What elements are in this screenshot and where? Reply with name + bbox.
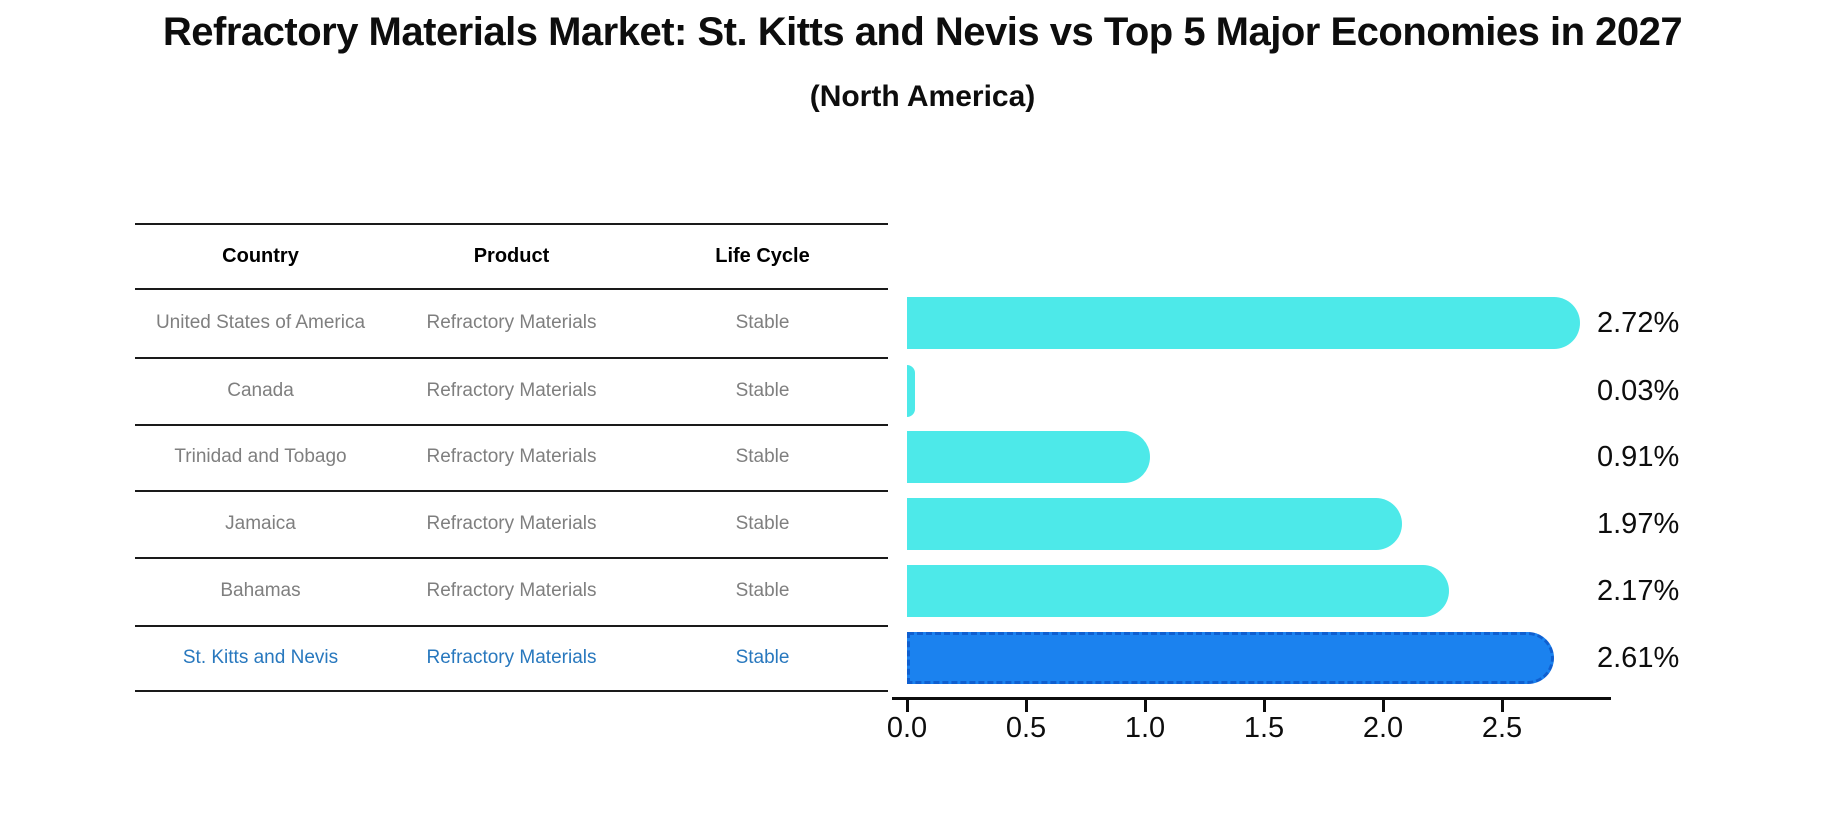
table-cell-country: Trinidad and Tobago <box>174 446 347 467</box>
bar-value-label: 2.61% <box>1597 641 1680 674</box>
table-rule <box>135 690 888 692</box>
table-cell-country: United States of America <box>155 311 366 333</box>
bar-value-label: 2.17% <box>1597 575 1680 607</box>
bar-st-kitts-and-nevis <box>907 631 1554 684</box>
table-rule <box>135 288 888 290</box>
bar-value-label: 1.97% <box>1597 507 1680 540</box>
table-cell-product: Refractory Materials <box>426 646 597 668</box>
table-cell-country: Canada <box>227 379 294 401</box>
table-rule <box>135 625 888 627</box>
table-cell-product: Refractory Materials <box>426 580 597 601</box>
bar-value-label: 0.91% <box>1597 441 1680 473</box>
table-header-life_cycle: Life Cycle <box>715 245 810 267</box>
bar-canada <box>907 364 915 417</box>
table-cell-life_cycle: Stable <box>735 379 790 401</box>
x-tick-mark <box>1144 699 1147 712</box>
table-rule <box>135 357 888 359</box>
x-tick-mark <box>1501 699 1504 712</box>
table-cell-life_cycle: Stable <box>735 512 790 534</box>
table-cell-product: Refractory Materials <box>426 379 597 401</box>
table-rule <box>135 223 888 225</box>
x-tick-label: 0.5 <box>1005 712 1047 744</box>
bar-value-label: 2.72% <box>1597 306 1680 339</box>
x-tick-label: 1.0 <box>1124 712 1166 744</box>
x-tick-label: 1.5 <box>1243 712 1285 744</box>
table-cell-life_cycle: Stable <box>735 446 790 467</box>
table-header-country: Country <box>222 245 299 267</box>
x-tick-mark <box>906 699 909 712</box>
table-header-product: Product <box>473 245 550 267</box>
table-cell-country: Bahamas <box>220 580 301 601</box>
table-cell-life_cycle: Stable <box>735 646 790 668</box>
table-cell-life_cycle: Stable <box>735 580 790 601</box>
x-tick-mark <box>1263 699 1266 712</box>
bar-bahamas <box>907 565 1449 617</box>
table-rule <box>135 557 888 559</box>
x-tick-mark <box>1382 699 1385 712</box>
table-cell-product: Refractory Materials <box>426 446 597 467</box>
bar-value-label: 0.03% <box>1597 374 1680 407</box>
bar-jamaica <box>907 497 1402 550</box>
page-title: Refractory Materials Market: St. Kitts a… <box>162 10 1683 54</box>
x-tick-label: 2.0 <box>1362 712 1404 744</box>
bar-trinidad-and-tobago <box>907 431 1150 483</box>
table-cell-product: Refractory Materials <box>426 311 597 333</box>
table-rule <box>135 490 888 492</box>
x-tick-label: 0.0 <box>886 712 928 744</box>
table-cell-country: St. Kitts and Nevis <box>182 646 339 668</box>
x-tick-label: 2.5 <box>1481 712 1523 744</box>
x-tick-mark <box>1025 699 1028 712</box>
table-cell-life_cycle: Stable <box>735 311 790 333</box>
page-subtitle: (North America) <box>809 80 1036 113</box>
table-rule <box>135 424 888 426</box>
table-cell-product: Refractory Materials <box>426 512 597 534</box>
table-cell-country: Jamaica <box>225 512 296 534</box>
x-axis-line <box>892 697 1611 700</box>
bar-united-states-of-america <box>907 296 1580 349</box>
